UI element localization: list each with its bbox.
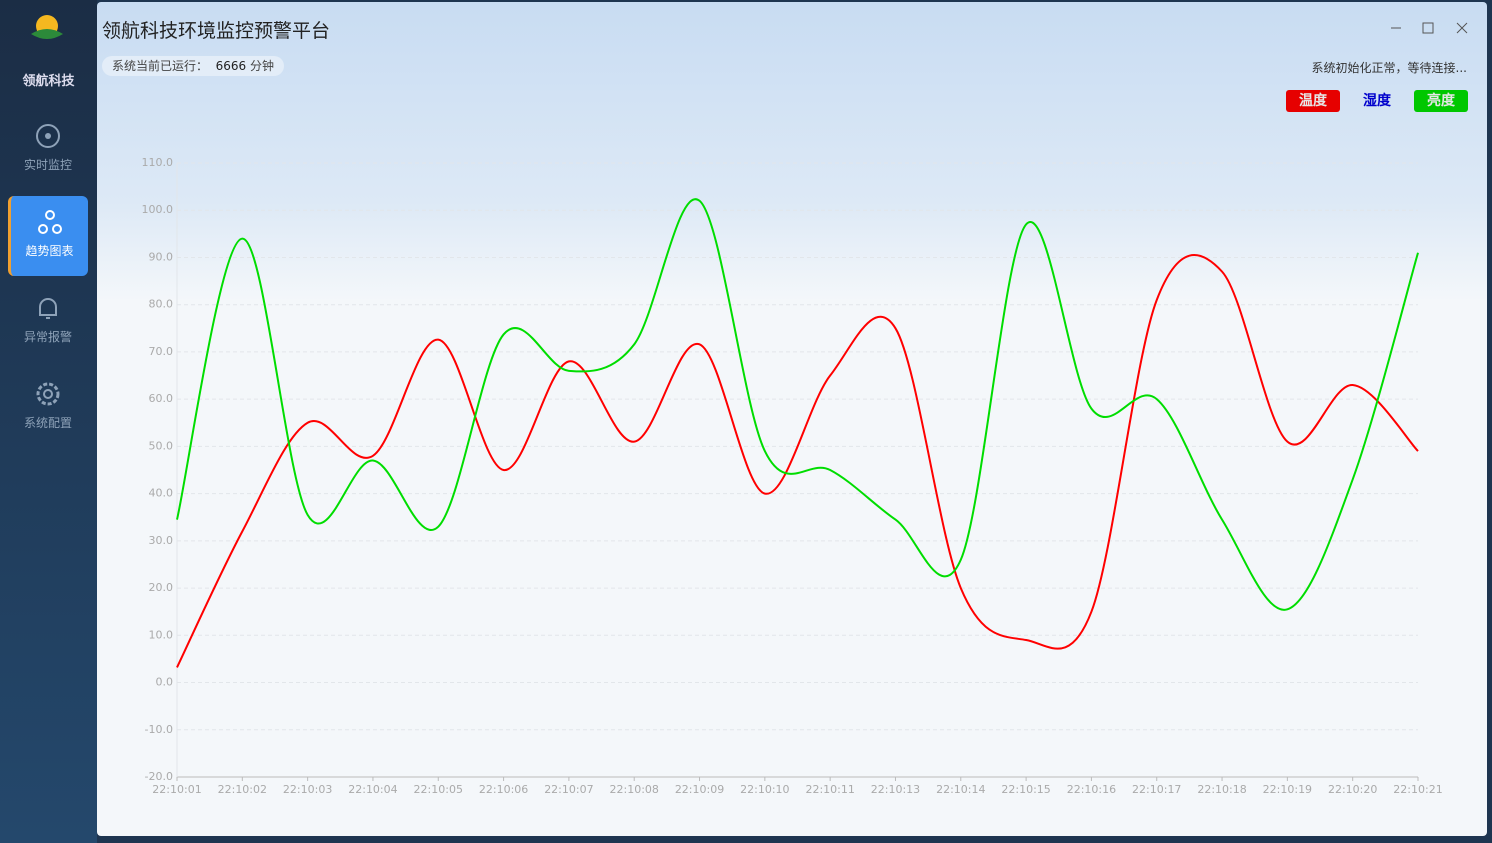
- x-tick-label: 22:10:16: [1067, 783, 1116, 796]
- x-tick-label: 22:10:09: [675, 783, 724, 796]
- x-tick-label: 22:10:10: [740, 783, 789, 796]
- connection-status: 系统初始化正常，等待连接...: [1311, 61, 1467, 75]
- x-tick-label: 22:10:08: [610, 783, 659, 796]
- x-tick-label: 22:10:02: [218, 783, 267, 796]
- x-tick-label: 22:10:03: [283, 783, 332, 796]
- x-tick-label: 22:10:07: [544, 783, 593, 796]
- legend-item[interactable]: 亮度: [1414, 90, 1468, 112]
- y-tick-label: 10.0: [149, 628, 174, 641]
- y-tick-label: -10.0: [145, 723, 173, 736]
- y-tick-label: 70.0: [149, 345, 174, 358]
- x-tick-label: 22:10:21: [1393, 783, 1442, 796]
- runtime-unit: 分钟: [250, 59, 275, 73]
- x-tick-label: 22:10:13: [871, 783, 920, 796]
- nav-item[interactable]: 趋势图表: [8, 196, 88, 276]
- x-tick-label: 22:10:18: [1197, 783, 1246, 796]
- logo-text: 领航科技: [22, 74, 75, 89]
- legend-item[interactable]: 温度: [1286, 90, 1340, 112]
- nav-label: 异常报警: [23, 330, 72, 344]
- legend-item[interactable]: 湿度: [1363, 93, 1391, 109]
- x-tick-label: 22:10:05: [414, 783, 463, 796]
- x-tick-label: 22:10:15: [1001, 783, 1050, 796]
- x-tick-label: 22:10:17: [1132, 783, 1181, 796]
- y-tick-label: 30.0: [149, 534, 174, 547]
- x-tick-label: 22:10:04: [348, 783, 397, 796]
- x-tick-label: 22:10:01: [152, 783, 201, 796]
- x-tick-label: 22:10:19: [1263, 783, 1312, 796]
- runtime-label: 系统当前已运行：: [112, 59, 209, 73]
- x-tick-label: 22:10:11: [805, 783, 854, 796]
- y-tick-label: 60.0: [149, 392, 174, 405]
- series-line: [176, 254, 1419, 668]
- y-tick-label: 50.0: [149, 439, 174, 452]
- window-title: 领航科技环境监控预警平台: [102, 20, 331, 42]
- x-tick-label: 22:10:06: [479, 783, 528, 796]
- window-controls[interactable]: [1387, 18, 1477, 38]
- x-tick-label: 22:10:14: [936, 783, 985, 796]
- series-line: [176, 198, 1419, 611]
- main-panel: -20.0 -10.0 0.0 10.0 20.0 30.0 40.0 50.0 60.0 70.…: [97, 2, 1487, 836]
- nav-item[interactable]: 异常报警: [8, 282, 88, 362]
- logo: [31, 15, 63, 39]
- y-tick-label: 20.0: [149, 581, 174, 594]
- y-tick-label: 0.0: [156, 676, 174, 689]
- y-tick-label: 80.0: [149, 298, 174, 311]
- runtime-status: 系统当前已运行： 6666 分钟: [102, 56, 285, 76]
- nav-label: 系统配置: [23, 416, 72, 430]
- y-tick-label: 90.0: [149, 250, 174, 263]
- y-tick-label: 40.0: [149, 487, 174, 500]
- y-tick-label: -20.0: [145, 770, 173, 783]
- runtime-value: 6666: [215, 59, 247, 73]
- y-tick-label: 100.0: [142, 203, 174, 216]
- nav-label: 实时监控: [23, 158, 72, 172]
- nav-item[interactable]: 实时监控: [8, 110, 88, 190]
- chart: -20.0 -10.0 0.0 10.0 20.0 30.0 40.0 50.0 60.0 70.…: [142, 156, 1443, 796]
- nav-label: 趋势图表: [25, 244, 74, 258]
- nav-item[interactable]: 系统配置: [8, 368, 88, 448]
- x-tick-label: 22:10:20: [1328, 783, 1377, 796]
- sidebar: 领航科技 实时监控 趋势图表 异常报警 系统配置: [0, 0, 97, 843]
- y-tick-label: 110.0: [142, 156, 174, 169]
